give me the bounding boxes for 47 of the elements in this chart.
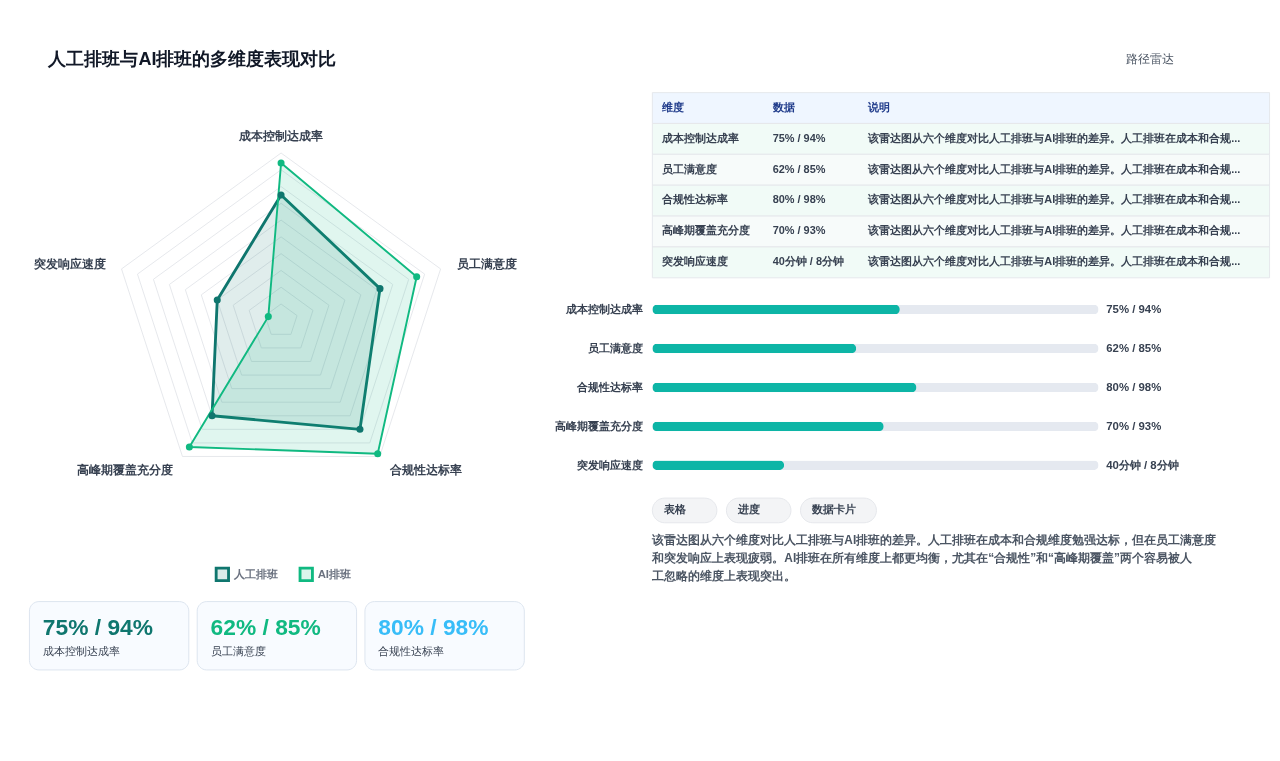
category-label: 成本控制达成率	[42, 644, 120, 657]
text: 62% / 85%	[210, 613, 321, 640]
text: 员工满意度	[661, 162, 717, 175]
text: 该雷达图从六个维度对比人工排班与AI排班的差异。人工排班在成本和合规...	[868, 255, 1241, 268]
category-label: 说明	[867, 100, 891, 113]
y-tick-label: 成本控制达成率	[565, 303, 644, 316]
text: 70% / 93%	[772, 224, 826, 237]
text: 合规性达标率	[661, 193, 728, 206]
y-tick-label: 高峰期覆盖充分度	[555, 420, 644, 433]
y-tick-label: 员工满意度	[588, 342, 644, 355]
text: 该雷达图从六个维度对比人工排班与AI排班的差异。人工排班在成本和合规...	[868, 193, 1241, 206]
text: 成本控制达成率	[661, 131, 739, 144]
category-label: 数据卡片	[810, 503, 856, 516]
text: 62% / 85%	[772, 162, 826, 175]
text: 80% / 98%	[378, 613, 489, 640]
text: 75% / 94%	[1106, 303, 1162, 316]
spoke-label: 高峰期覆盖充分度	[76, 462, 173, 477]
y-tick-label: 合规性达标率	[576, 381, 644, 394]
text: 人工排班与AI排班的多维度表现对比	[47, 49, 337, 70]
category-label: 数据	[771, 100, 795, 113]
text: 75% / 94%	[772, 131, 826, 144]
text: 40分钟 / 8分钟	[1106, 459, 1179, 472]
legend-label: 人工排班	[232, 568, 278, 582]
text: 80% / 98%	[1106, 381, 1162, 394]
text: 高峰期覆盖充分度	[661, 224, 750, 237]
text: 突发响应速度	[661, 255, 728, 268]
spoke-label: 员工满意度	[456, 256, 517, 271]
text: 40分钟 / 8分钟	[772, 255, 844, 268]
text: 该雷达图从六个维度对比人工排班与AI排班的差异。人工排班在成本和合规维度勉强达标，但在员工满意度和突发响应上表现疲弱。AI排班在所有维度上都更均衡，尤其在“合规性”和“高峰期覆盖”两个容易被人工忽略的维度上表现突出。	[651, 532, 1217, 583]
category-label: 表格	[662, 503, 687, 516]
text: 该雷达图从六个维度对比人工排班与AI排班的差异。人工排班在成本和合规...	[868, 162, 1241, 175]
y-tick-label: 突发响应速度	[576, 459, 644, 472]
category-label: 进度	[736, 503, 760, 516]
category-label: 合规性达标率	[378, 644, 445, 657]
legend-label: AI排班	[317, 568, 351, 581]
text: 80% / 98%	[772, 193, 826, 206]
spoke-label: 突发响应速度	[32, 256, 106, 271]
spoke-label: 合规性达标率	[388, 462, 462, 477]
text: 该雷达图从六个维度对比人工排班与AI排班的差异。人工排班在成本和合规...	[868, 131, 1241, 144]
text: 该雷达图从六个维度对比人工排班与AI排班的差异。人工排班在成本和合规...	[868, 224, 1241, 237]
category-label: 维度	[660, 100, 684, 113]
text: 70% / 93%	[1106, 420, 1162, 433]
category-label: 员工满意度	[210, 644, 266, 657]
text: 路径雷达	[1125, 52, 1174, 67]
text: 75% / 94%	[42, 613, 153, 640]
spoke-label: 成本控制达成率	[238, 129, 324, 144]
text: 62% / 85%	[1106, 342, 1162, 355]
